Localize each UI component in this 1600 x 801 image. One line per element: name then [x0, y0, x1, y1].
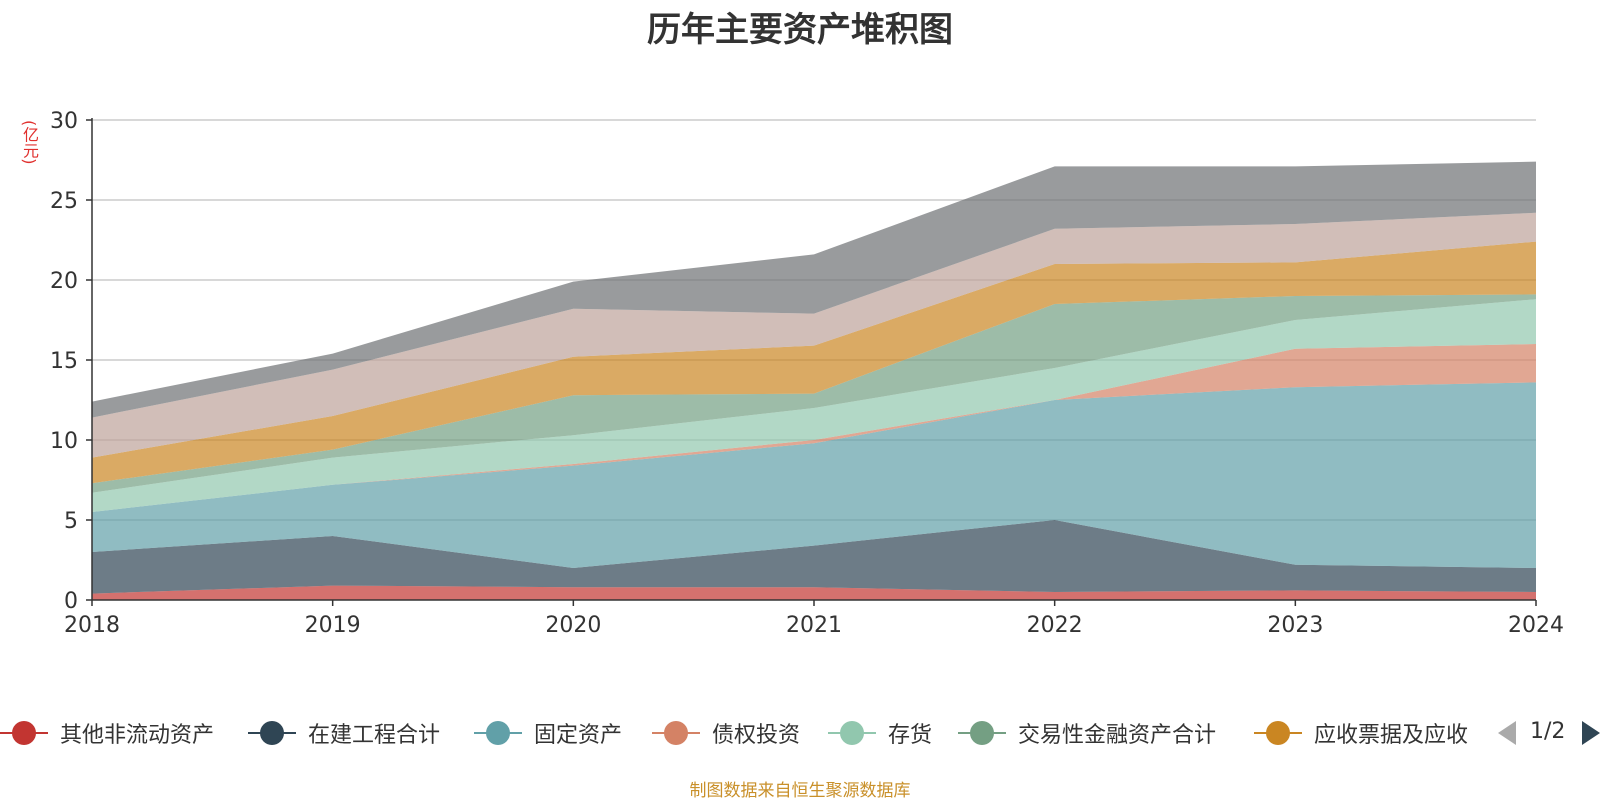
- legend-marker-icon: [652, 713, 700, 753]
- legend-item-inventory[interactable]: 存货: [828, 713, 932, 753]
- y-tick-label: 20: [50, 269, 78, 294]
- y-tick-label: 0: [64, 589, 78, 614]
- stacked-area-chart: 0 5 10 15 20 25 30 2018 2019 2020 2021 2022 2023 2024: [50, 109, 1564, 638]
- y-tick-label: 30: [50, 109, 78, 134]
- area-series-4: [92, 299, 1536, 512]
- legend-label: 在建工程合计: [308, 723, 441, 748]
- legend-label: 交易性金融资产合计: [1018, 723, 1217, 748]
- legend-marker-icon: [828, 713, 876, 753]
- y-axis-unit: (亿元): [20, 120, 39, 165]
- area-series-5: [92, 294, 1536, 493]
- x-tick-label: 2023: [1267, 613, 1323, 638]
- legend-marker-icon: [248, 713, 296, 753]
- y-tick-label: 25: [50, 189, 78, 214]
- chart-legend: 其他非流动资产 在建工程合计 固定资产 债权投资 存货 交易性金融资产合计 应收…: [0, 713, 1600, 753]
- legend-label: 其他非流动资产: [60, 723, 215, 748]
- x-tick-label: 2019: [305, 613, 361, 638]
- y-tick-label: 5: [64, 509, 78, 534]
- legend-marker-icon: [1254, 713, 1302, 753]
- legend-label: 应收票据及应收: [1314, 723, 1469, 748]
- legend-item-fixed-assets[interactable]: 固定资产: [474, 713, 622, 753]
- x-tick-label: 2021: [786, 613, 842, 638]
- x-tick-label: 2018: [64, 613, 120, 638]
- area-series-8: [92, 161, 1536, 418]
- area-series-7: [92, 212, 1536, 458]
- legend-label: 债权投资: [712, 723, 801, 748]
- legend-marker-icon: [958, 713, 1006, 753]
- legend-marker-icon: [474, 713, 522, 753]
- x-tick-label: 2020: [545, 613, 601, 638]
- legend-item-construction-in-progress[interactable]: 在建工程合计: [248, 713, 440, 753]
- area-series-2: [92, 382, 1536, 568]
- legend-label: 存货: [888, 723, 933, 748]
- legend-item-notes-receivable[interactable]: 应收票据及应收: [1254, 713, 1468, 753]
- legend-prev-page-icon[interactable]: [1498, 721, 1516, 745]
- legend-item-other-noncurrent-assets[interactable]: 其他非流动资产: [0, 713, 214, 753]
- legend-item-trading-financial-assets[interactable]: 交易性金融资产合计: [958, 713, 1216, 753]
- area-series-1: [92, 520, 1536, 594]
- legend-next-page-icon[interactable]: [1582, 721, 1600, 745]
- x-tick-label: 2024: [1508, 613, 1564, 638]
- legend-page-indicator: 1/2: [1530, 719, 1566, 744]
- area-series-3: [92, 344, 1536, 512]
- area-series-0: [92, 585, 1536, 600]
- area-series-6: [92, 241, 1536, 484]
- legend-marker-icon: [0, 713, 48, 753]
- legend-pager: 1/2: [1498, 713, 1600, 753]
- legend-item-debt-investment[interactable]: 债权投资: [652, 713, 800, 753]
- y-tick-label: 15: [50, 349, 78, 374]
- legend-label: 固定资产: [534, 723, 623, 748]
- x-tick-label: 2022: [1027, 613, 1083, 638]
- source-note: 制图数据来自恒生聚源数据库: [689, 781, 911, 801]
- y-tick-label: 10: [50, 429, 78, 454]
- chart-title: 历年主要资产堆积图: [647, 10, 953, 50]
